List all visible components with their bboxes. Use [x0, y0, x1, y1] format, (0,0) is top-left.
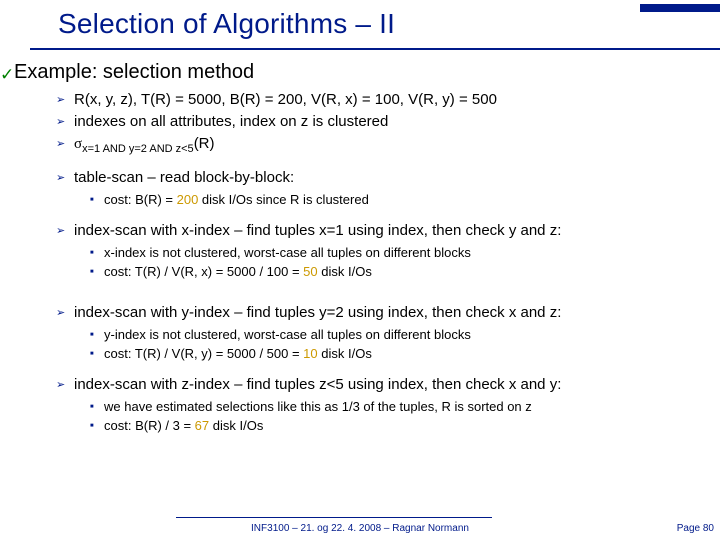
xindex-note: x-index is not clustered, worst-case all…	[90, 243, 720, 263]
content-area: ✓ Example: selection method R(x, y, z), …	[0, 60, 720, 436]
bullet-relation: R(x, y, z), T(R) = 5000, B(R) = 200, V(R…	[56, 89, 720, 110]
xi-cost-a: cost: T(R) / V(R, x) = 5000 / 100 =	[104, 264, 303, 279]
top-accent-bar	[640, 4, 720, 12]
zindex-note: we have estimated selections like this a…	[90, 397, 720, 417]
xindex-cost: cost: T(R) / V(R, x) = 5000 / 100 = 50 d…	[90, 262, 720, 282]
zi-cost-b: 67	[195, 418, 209, 433]
xi-cost-b: 50	[303, 264, 317, 279]
sigma-symbol: σ	[74, 136, 82, 152]
bullet-indexes: indexes on all attributes, index on z is…	[56, 111, 720, 132]
ts-cost-c: disk I/Os since R is clustered	[198, 192, 369, 207]
check-icon: ✓	[0, 64, 14, 85]
zi-cost-c: disk I/Os	[209, 418, 263, 433]
zi-cost-a: cost: B(R) / 3 =	[104, 418, 195, 433]
sigma-sub: x=1 AND y=2 AND z<5	[82, 143, 194, 155]
xindex-sub: x-index is not clustered, worst-case all…	[56, 243, 720, 282]
example-label: Example: selection method	[14, 61, 254, 83]
tablescan-cost: cost: B(R) = 200 disk I/Os since R is cl…	[90, 190, 720, 210]
yi-cost-a: cost: T(R) / V(R, y) = 5000 / 500 =	[104, 346, 303, 361]
title-rule	[30, 48, 720, 50]
page-title: Selection of Algorithms – II	[0, 0, 720, 44]
ts-cost-a: cost: B(R) =	[104, 192, 177, 207]
zindex-sub: we have estimated selections like this a…	[56, 397, 720, 436]
tablescan-sub: cost: B(R) = 200 disk I/Os since R is cl…	[56, 190, 720, 210]
yindex-cost: cost: T(R) / V(R, y) = 5000 / 500 = 10 d…	[90, 344, 720, 364]
bullet-tablescan: table-scan – read block-by-block:	[56, 167, 720, 188]
bullet-sigma: σx=1 AND y=2 AND z<5(R)	[56, 133, 720, 157]
footer-text: INF3100 – 21. og 22. 4. 2008 – Ragnar No…	[0, 523, 720, 534]
zindex-cost: cost: B(R) / 3 = 67 disk I/Os	[90, 416, 720, 436]
ts-cost-b: 200	[177, 192, 199, 207]
footer-rule	[176, 517, 492, 518]
bullet-list: R(x, y, z), T(R) = 5000, B(R) = 200, V(R…	[0, 89, 720, 436]
footer: INF3100 – 21. og 22. 4. 2008 – Ragnar No…	[0, 516, 720, 534]
page-number: Page 80	[677, 523, 714, 534]
yi-cost-b: 10	[303, 346, 317, 361]
example-heading: ✓ Example: selection method	[0, 60, 720, 85]
bullet-zindex: index-scan with z-index – find tuples z<…	[56, 374, 720, 395]
xi-cost-c: disk I/Os	[318, 264, 372, 279]
sigma-post: (R)	[194, 135, 215, 152]
bullet-yindex: index-scan with y-index – find tuples y=…	[56, 302, 720, 323]
yindex-note: y-index is not clustered, worst-case all…	[90, 325, 720, 345]
yi-cost-c: disk I/Os	[318, 346, 372, 361]
bullet-xindex: index-scan with x-index – find tuples x=…	[56, 220, 720, 241]
yindex-sub: y-index is not clustered, worst-case all…	[56, 325, 720, 364]
